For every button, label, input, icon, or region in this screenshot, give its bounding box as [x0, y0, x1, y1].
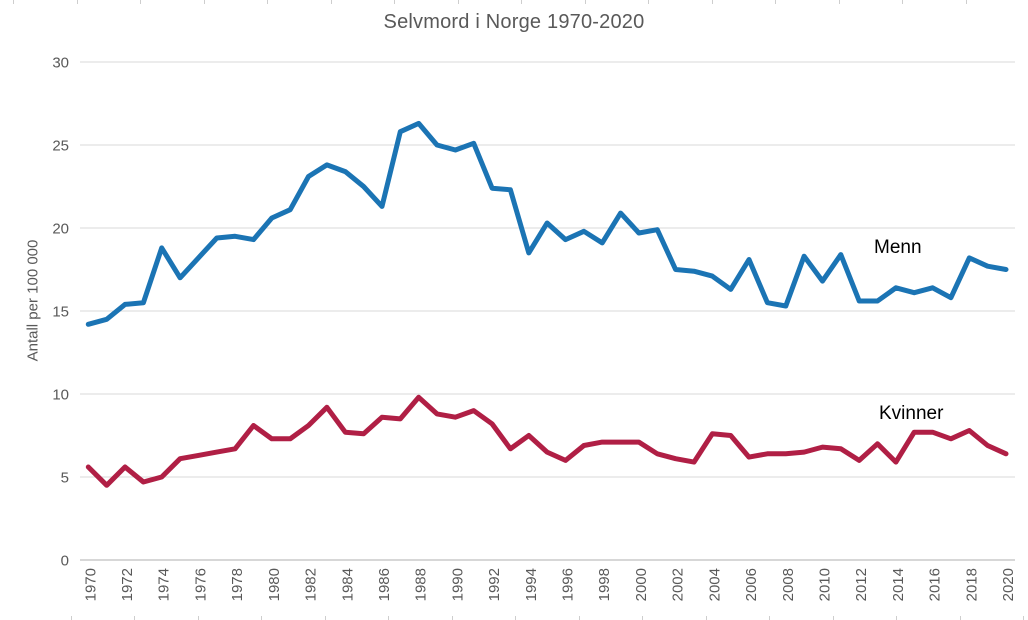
x-tick-label: 2000 — [633, 568, 650, 601]
x-tick-label: 1976 — [192, 568, 209, 601]
x-tick-label: 1988 — [413, 568, 430, 601]
edge-tick — [134, 616, 135, 620]
x-tick-label: 2014 — [890, 568, 907, 601]
edge-tick — [457, 0, 459, 4]
edge-tick — [896, 616, 897, 620]
edge-tick — [1023, 616, 1024, 620]
edge-tick — [642, 616, 643, 620]
x-tick-label: 1970 — [82, 568, 99, 601]
y-tick-label: 10 — [52, 387, 69, 404]
x-tick-label: 2004 — [706, 568, 723, 601]
x-tick-label: 1978 — [229, 568, 246, 601]
y-axis-title: Antall per 100 000 — [24, 239, 42, 362]
x-tick-label: 1990 — [449, 568, 466, 601]
edge-tick — [832, 616, 834, 620]
x-tick-label: 2010 — [816, 568, 833, 601]
x-tick-label: 2008 — [780, 568, 797, 601]
edge-tick — [515, 616, 516, 620]
edge-tick — [394, 0, 395, 4]
x-tick-label: 2006 — [743, 568, 760, 601]
x-tick-label: 1972 — [119, 568, 136, 601]
edge-tick — [775, 0, 776, 4]
x-tick-label: 1974 — [156, 568, 173, 601]
y-tick-label: 30 — [52, 55, 69, 72]
x-tick-label: 1996 — [560, 568, 577, 601]
edge-tick — [13, 0, 14, 4]
edge-tick — [140, 0, 141, 4]
edge-tick — [388, 616, 389, 620]
x-tick-label: 2012 — [853, 568, 870, 601]
x-tick-label: 2016 — [927, 568, 944, 601]
edge-tick — [902, 0, 903, 4]
edge-tick — [648, 0, 649, 4]
edge-tick — [521, 0, 522, 4]
x-tick-label: 1994 — [523, 568, 540, 601]
y-tick-label: 25 — [52, 138, 69, 155]
x-tick-label: 1980 — [266, 568, 283, 601]
edge-tick — [838, 0, 840, 4]
x-tick-label: 1998 — [596, 568, 613, 601]
x-tick-label: 2018 — [963, 568, 980, 601]
edge-tick — [267, 0, 268, 4]
edge-tick — [261, 616, 262, 620]
y-tick-label: 0 — [61, 553, 69, 570]
x-tick-label: 2020 — [1000, 568, 1017, 601]
y-tick-label: 15 — [52, 304, 69, 321]
x-tick-label: 1986 — [376, 568, 393, 601]
edge-tick — [711, 0, 713, 4]
y-tick-label: 20 — [52, 221, 69, 238]
edge-tick — [330, 0, 332, 4]
edge-tick — [70, 616, 72, 620]
chart-title: Selvmord i Norge 1970-2020 — [383, 11, 645, 33]
edge-tick — [705, 616, 707, 620]
x-tick-label: 1992 — [486, 568, 503, 601]
edge-tick — [76, 0, 78, 4]
series-line-kvinner — [85, 394, 1009, 488]
x-tick-label: 1982 — [303, 568, 320, 601]
edge-tick — [197, 616, 199, 620]
edge-tick — [578, 616, 580, 620]
edge-tick — [584, 0, 586, 4]
edge-tick — [324, 616, 326, 620]
x-tick-label: 2002 — [670, 568, 687, 601]
series-label-menn: Menn — [874, 237, 922, 258]
series-label-kvinner: Kvinner — [879, 403, 944, 424]
edge-tick — [965, 0, 967, 4]
x-tick-label: 1984 — [339, 568, 356, 601]
edge-tick — [769, 616, 770, 620]
y-tick-label: 5 — [61, 470, 69, 487]
series-line-menn — [85, 120, 1009, 327]
edge-tick — [451, 616, 453, 620]
edge-tick — [959, 616, 961, 620]
edge-tick — [203, 0, 205, 4]
